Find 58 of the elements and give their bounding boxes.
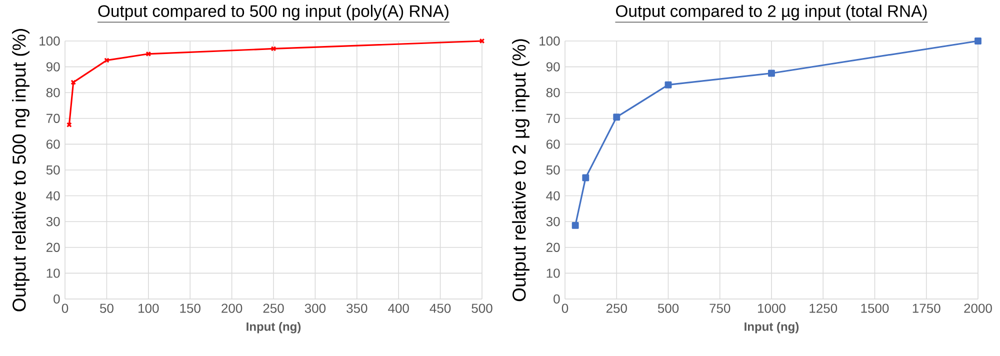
x-tick-label: 250 — [263, 304, 284, 313]
y-tick-label: 60 — [46, 140, 60, 149]
y-tick-label: 90 — [46, 62, 60, 72]
y-tick-label: 30 — [546, 216, 560, 226]
x-tick-label: 750 — [710, 304, 730, 313]
x-tick-label: 1000 — [758, 304, 786, 313]
y-tick-label: 60 — [546, 140, 560, 149]
x-tick-label: 400 — [388, 304, 409, 313]
point — [582, 174, 590, 182]
point — [70, 80, 76, 85]
y-tick-label: 90 — [546, 62, 560, 72]
x-tick-label: 150 — [180, 304, 200, 313]
x-tick-label: 100 — [138, 304, 159, 313]
chart-title: Output compared to 2 µg input (total RNA) — [616, 4, 927, 20]
x-tick-label: 450 — [430, 304, 451, 313]
y-tick-label: 0 — [54, 294, 60, 304]
y-tick-label: 80 — [46, 88, 60, 98]
x-tick-label: 500 — [472, 304, 492, 313]
x-axis-title: Input (ng) — [744, 322, 799, 334]
x-axis-title: Input (ng) — [246, 322, 301, 334]
x-tick-label: 1750 — [912, 304, 940, 313]
point — [104, 58, 110, 64]
point — [572, 222, 579, 229]
point — [146, 51, 152, 57]
y-tick-label: 80 — [546, 88, 560, 98]
point — [270, 46, 276, 52]
point — [768, 70, 775, 77]
x-tick-label: 500 — [658, 304, 679, 313]
y-tick-label: 70 — [46, 114, 60, 123]
y-tick-label: 100 — [540, 36, 560, 46]
y-tick-label: 50 — [46, 165, 60, 175]
y-tick-label: 70 — [546, 114, 560, 123]
x-tick-label: 200 — [222, 304, 242, 313]
y-axis-title: Output relative to 2 µg input (%) — [512, 39, 530, 302]
x-tick-label: 350 — [346, 304, 368, 313]
y-tick-label: 40 — [46, 191, 60, 200]
point — [974, 38, 982, 44]
point — [613, 114, 620, 121]
y-tick-label: 10 — [546, 268, 560, 278]
y-tick-label: 40 — [546, 191, 560, 200]
y-tick-label: 50 — [546, 165, 560, 175]
point — [664, 81, 672, 88]
x-tick-label: 2000 — [964, 304, 992, 313]
y-tick-label: 20 — [546, 242, 560, 252]
y-tick-label: 100 — [40, 36, 60, 46]
y-axis-title: Output relative to 500 ng input (%) — [12, 29, 30, 312]
y-tick-label: 0 — [554, 294, 560, 304]
x-tick-label: 0 — [562, 304, 568, 313]
x-tick-label: 250 — [606, 304, 627, 313]
x-tick-label: 300 — [304, 304, 326, 313]
x-tick-label: 50 — [100, 304, 114, 313]
y-tick-label: 10 — [46, 268, 60, 278]
x-tick-label: 0 — [62, 304, 68, 313]
x-tick-label: 1500 — [861, 304, 889, 313]
y-tick-label: 20 — [46, 242, 60, 252]
chart-title: Output compared to 500 ng input (poly(A) RNA) — [98, 4, 448, 20]
y-tick-label: 30 — [46, 216, 60, 226]
x-tick-label: 1250 — [810, 304, 838, 313]
